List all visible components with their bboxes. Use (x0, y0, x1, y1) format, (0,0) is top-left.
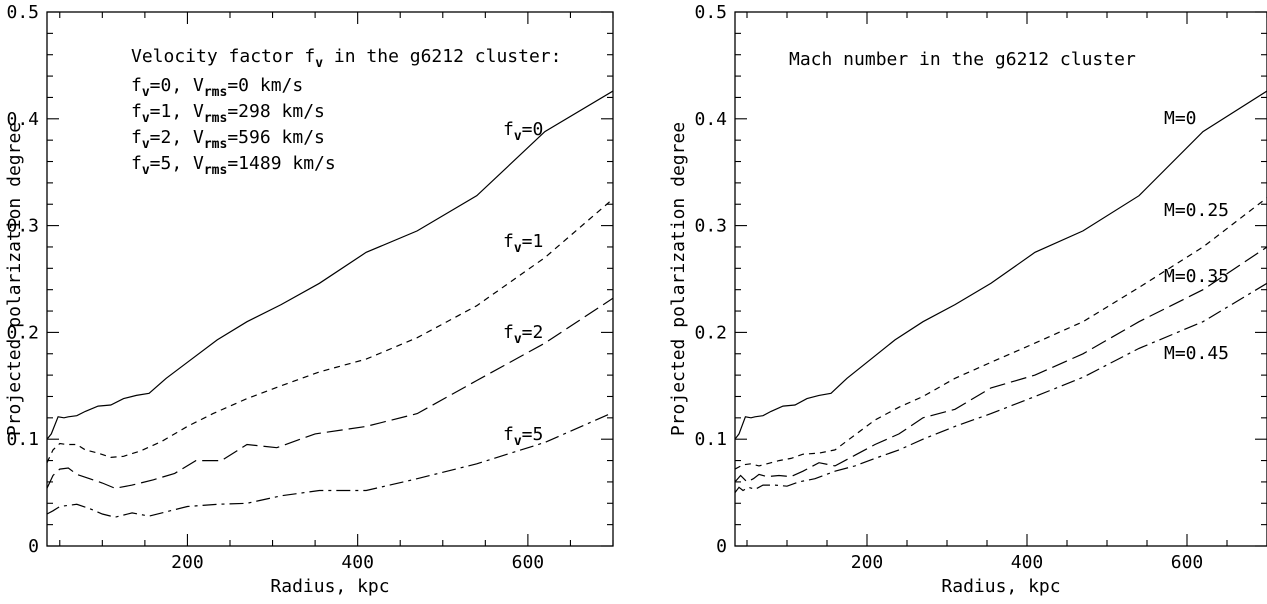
x-tick-label: 600 (1171, 552, 1204, 573)
series-line-3 (735, 246, 1267, 483)
x-tick-label: 400 (341, 552, 374, 573)
x-axis-label: Radius, kpc (270, 576, 389, 597)
x-axis-label: Radius, kpc (941, 576, 1060, 597)
x-tick-label: 200 (851, 552, 884, 573)
y-axis-label: Projected polarization degree (4, 122, 25, 436)
series-line-4 (735, 282, 1267, 493)
y-tick-label: 0.3 (694, 216, 727, 237)
legend-line: fv=0, Vrms=0 km/s (131, 75, 303, 100)
curve-label: M=0.45 (1164, 343, 1229, 364)
y-tick-label: 0.1 (694, 429, 727, 450)
series-line-4 (47, 411, 613, 518)
y-tick-label: 0.1 (6, 429, 39, 450)
curve-label: fv=0 (503, 119, 543, 144)
curve-label: M=0.35 (1164, 266, 1229, 287)
legend-line: fv=2, Vrms=596 km/s (131, 127, 325, 152)
y-axis-label: Projected polarization degree (668, 122, 689, 436)
series-line-2 (47, 198, 613, 463)
y-tick-label: 0.5 (6, 2, 39, 23)
y-tick-label: 0 (716, 536, 727, 557)
plot-frame (46, 11, 614, 547)
curve-label: fv=5 (503, 424, 543, 449)
curve-label: fv=2 (503, 322, 543, 347)
y-tick-label: 0.4 (694, 109, 727, 130)
series-line-3 (47, 297, 613, 489)
y-tick-label: 0.4 (6, 109, 39, 130)
legend-line: fv=1, Vrms=298 km/s (131, 101, 325, 126)
curve-label: M=0.25 (1164, 200, 1229, 221)
y-tick-label: 0 (28, 536, 39, 557)
curve-label: fv=1 (503, 231, 543, 256)
series-line-2 (735, 197, 1267, 470)
panel-2: 0 0.1 0.2 0.3 0.4 0.5 200 400 600 Radius, kpc Proj… (668, 2, 1267, 597)
plot-frame (734, 11, 1267, 547)
curve-label: M=0 (1164, 108, 1197, 129)
x-tick-label: 200 (171, 552, 204, 573)
series-line-1 (47, 90, 613, 440)
y-tick-label: 0.2 (6, 322, 39, 343)
annotation-title: Mach number in the g6212 cluster (789, 49, 1136, 70)
series-line-1 (735, 90, 1267, 440)
legend-line: fv=5, Vrms=1489 km/s (131, 153, 336, 178)
panel-1: 0 0.1 0.2 0.3 0.4 0.5 200 400 600 Radius, kpc Proj… (4, 2, 614, 597)
y-tick-label: 0.2 (694, 322, 727, 343)
x-tick-label: 600 (512, 552, 545, 573)
legend-heading: Velocity factor fv in the g6212 cluster: (131, 46, 561, 71)
y-tick-label: 0.3 (6, 216, 39, 237)
y-tick-label: 0.5 (694, 2, 727, 23)
x-tick-label: 400 (1011, 552, 1044, 573)
